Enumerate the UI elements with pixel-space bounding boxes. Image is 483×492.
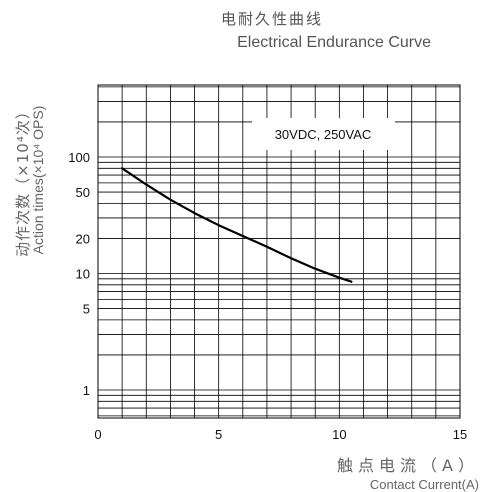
x-tick-label: 5 — [215, 427, 222, 442]
chart-title: Electrical Endurance Curve — [237, 34, 431, 51]
y-tick-label: 5 — [83, 302, 90, 317]
x-axis-label-cn: 触点电流（A） — [337, 456, 479, 475]
y-tick-label: 100 — [68, 150, 90, 165]
y-tick-label: 10 — [76, 267, 90, 282]
y-tick-label: 20 — [76, 231, 90, 246]
x-tick-label: 10 — [332, 427, 346, 442]
annotation-box — [252, 118, 395, 150]
y-tick-label: 1 — [83, 383, 90, 398]
series-group — [120, 167, 353, 283]
x-tick-label: 15 — [453, 427, 467, 442]
annotation-label: 30VDC, 250VAC — [275, 127, 372, 142]
y-tick-label: 50 — [76, 185, 90, 200]
plot-frame — [97, 84, 461, 419]
series-line — [120, 167, 353, 283]
chart-title-cn: 电耐久性曲线 — [220, 10, 323, 28]
x-tick-label: 0 — [94, 427, 101, 442]
